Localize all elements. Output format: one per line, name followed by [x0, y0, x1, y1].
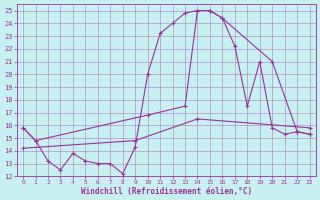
X-axis label: Windchill (Refroidissement éolien,°C): Windchill (Refroidissement éolien,°C)	[81, 187, 252, 196]
